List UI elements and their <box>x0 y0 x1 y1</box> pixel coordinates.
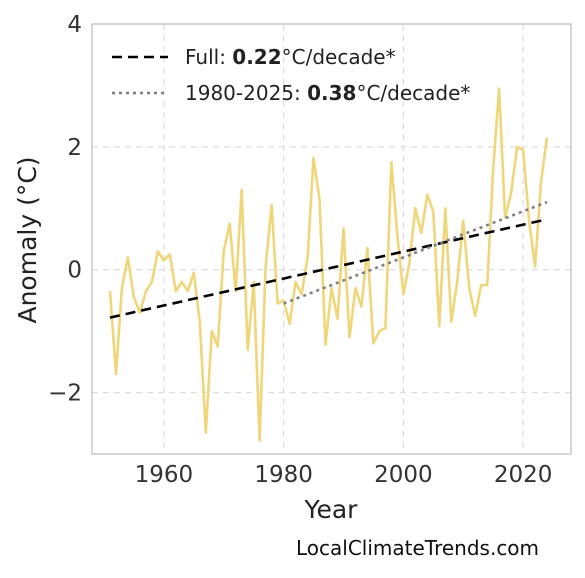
legend-label-1980-2025: 1980-2025: 0.38°C/decade* <box>185 81 470 105</box>
series-line-annual <box>108 87 549 442</box>
y-tick-label: 2 <box>67 135 82 161</box>
trend-line-1980-2025 <box>283 200 548 305</box>
trend-line-full <box>109 218 548 319</box>
legend: Full: 0.22°C/decade* 1980-2025: 0.38°C/d… <box>112 45 470 105</box>
y-tick-label: 4 <box>67 12 82 38</box>
source-credit: LocalClimateTrends.com <box>296 536 540 560</box>
y-tick-label: −2 <box>48 381 82 407</box>
x-tick-label: 2020 <box>494 462 553 488</box>
x-axis-label: Year <box>304 495 359 524</box>
y-tick-label: 0 <box>67 258 82 284</box>
x-tick-label: 1980 <box>254 462 313 488</box>
plot-frame <box>91 23 572 455</box>
tick-labels: 1960 1980 2000 2020 4 2 0 −2 <box>48 12 552 488</box>
series-layer <box>108 87 549 442</box>
x-tick-label: 1960 <box>135 462 194 488</box>
y-axis-label: Anomaly (°C) <box>13 156 42 323</box>
x-tick-label: 2000 <box>374 462 433 488</box>
legend-label-full: Full: 0.22°C/decade* <box>185 45 396 69</box>
